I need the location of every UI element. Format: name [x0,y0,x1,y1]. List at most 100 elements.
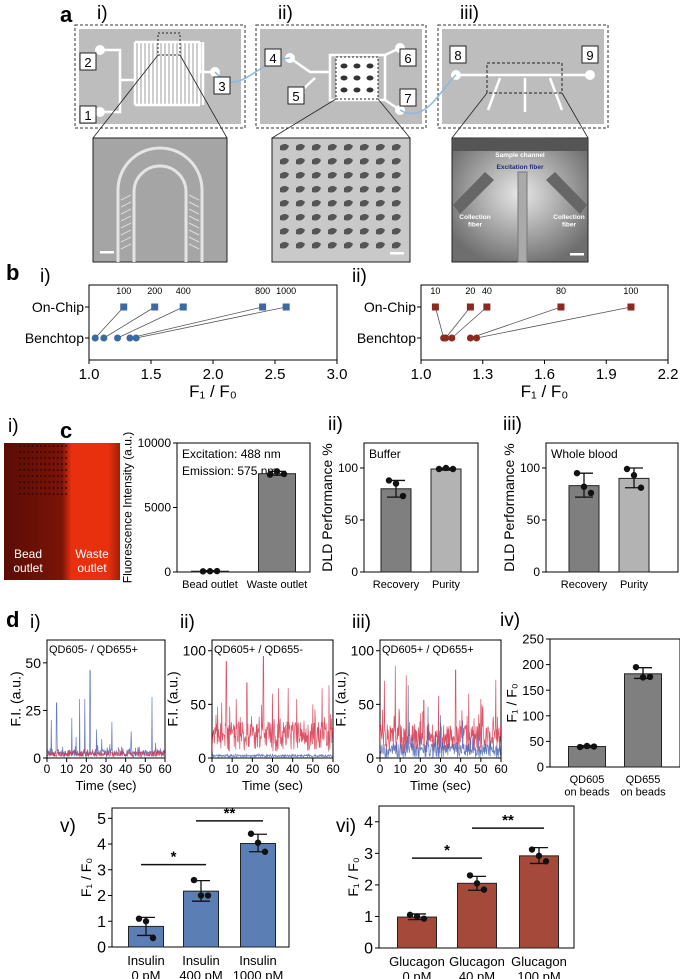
port-circle [585,70,595,80]
x-tick-label: 40 [119,762,133,776]
concentration-label: 40 [482,286,492,296]
data-point [261,848,269,855]
y-tick-label: 25 [25,702,41,718]
data-point [142,918,150,925]
pillar [360,172,369,179]
pillar-dot [48,475,51,477]
pillar-dot [19,463,21,465]
benchtop-marker [442,334,450,342]
y-tick-label: 100 [351,643,375,659]
pillar-array-micrograph [271,137,411,263]
significance-label: ** [224,805,236,822]
pillar-dot [31,457,34,459]
y-tick-label: 150 [522,683,544,698]
pillar [312,172,321,179]
pillar-dot [27,475,30,477]
herringbone [188,194,200,201]
pillar-dot [23,463,26,465]
pillar-dot [27,445,30,447]
pillar-dot [48,445,51,447]
chip-3: iii) [437,3,609,129]
pillar [296,200,305,207]
category-label: Recovery [561,579,608,591]
category-label-line: 100 pM [517,969,560,979]
row-label: On-Chip [32,299,84,315]
port-number: 6 [404,51,411,66]
port-box [79,105,97,124]
pillar-dot [65,457,68,459]
pillar [392,172,401,179]
chip-sub-label: ii) [278,3,293,24]
pillar [340,87,348,93]
pillar [312,242,321,249]
pillar-dot [27,487,30,489]
pillar-dot [23,451,26,453]
y-axis-label: F₁ / F₀ [345,857,361,896]
channel [100,48,135,114]
pillar-dot [44,487,47,489]
data-point [280,470,288,478]
chart-sub-label: i) [30,612,41,633]
data-point [206,568,214,575]
pillar [328,186,337,193]
channel [289,46,401,112]
category-label-line: Glucagon [449,954,505,969]
pillar-dot [56,481,59,483]
y-tick-label: 50 [190,696,206,712]
bar [568,485,600,573]
on-chip-marker [466,303,474,311]
pillar [376,228,385,235]
excitation-fiber-label: Excitation fiber [497,164,544,171]
annotation-text: QD605- / QD655+ [49,644,138,656]
pillar [280,144,289,151]
herringbone [188,215,200,222]
category-label: Purity [620,579,649,591]
category-label-line: QD655 [626,774,661,786]
chart-sub-label: i) [40,266,51,287]
pillar [360,214,369,221]
excitation-fiber-shape [517,171,528,263]
data-point [435,465,443,473]
pillar [280,200,289,207]
chip-outline [437,24,609,129]
pillar-dot [31,445,34,447]
x-tick-label: 50 [306,762,320,776]
pillar-dot [23,487,26,489]
pillar [328,200,337,207]
on-chip-marker [557,303,565,311]
pillar-dot [31,451,34,453]
pillar [392,158,401,165]
port-circle [95,107,105,117]
herringbone [188,201,200,208]
collection-fiber-label-line: Collection [459,214,490,221]
port-label-1: 1 [79,105,97,124]
x-tick-label: 30 [266,762,280,776]
bar [568,746,606,768]
data-point [149,934,157,942]
y-tick-label: 10000 [138,436,172,450]
pillar [340,75,348,81]
port-box [264,48,282,67]
herringbone [120,201,132,208]
on-chip-marker [483,303,491,311]
connector-line [470,306,562,339]
bar [397,916,437,949]
port-box [581,45,599,64]
category-label-line: Glucagon [511,954,567,969]
pillar [376,144,385,151]
pillar-dot [40,469,42,471]
data-point [266,471,274,478]
channel-wall [116,146,204,262]
data-point [197,892,205,899]
plot-frame [545,442,679,573]
pillar-dot [65,469,68,471]
pillar-dot [52,469,55,471]
data-point [247,830,255,837]
pillar [360,186,369,193]
pillar [344,186,353,193]
data-point [420,915,428,922]
pillar [344,242,353,249]
pillar-dot [52,493,55,495]
data-point [449,465,457,473]
x-tick-label: 10 [60,762,74,776]
